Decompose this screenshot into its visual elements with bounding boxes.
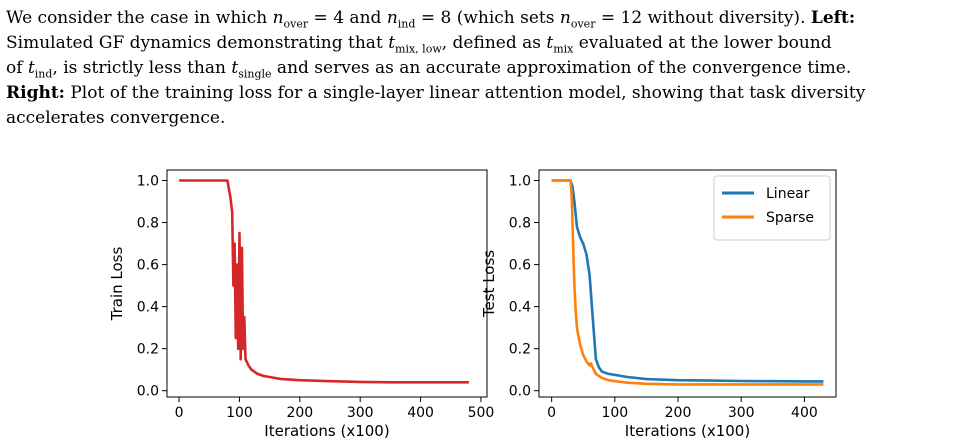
caption-math-sub: ind — [397, 17, 416, 31]
caption-text: We consider the case in which — [6, 8, 273, 28]
x-tick-label: 100 — [601, 405, 628, 421]
x-tick-label: 300 — [347, 405, 374, 421]
caption-line-2: Simulated GF dynamics demonstrating that… — [6, 31, 946, 56]
y-tick-label: 0.0 — [509, 384, 531, 400]
y-tick-label: 0.2 — [509, 342, 531, 358]
axes-frame — [538, 169, 837, 398]
figure-caption: We consider the case in which nover = 4 … — [6, 6, 946, 131]
y-tick-label: 0.0 — [137, 384, 159, 400]
chart-test-loss: 0 100 200 300 400 0.0 0.2 0.4 0.6 0.8 1.0 Iteration… — [480, 169, 837, 440]
caption-text: evaluated at the lower bound — [573, 33, 832, 53]
caption-right-label: Right: — [6, 83, 65, 103]
caption-math: n — [272, 8, 284, 28]
caption-text: , defined as — [441, 33, 547, 53]
caption-text: Simulated GF dynamics demonstrating that — [6, 33, 389, 53]
caption-text: = 4 and — [308, 8, 387, 28]
series-line-sparse — [551, 179, 824, 386]
caption-text: and serves as an accurate approximation … — [271, 58, 852, 78]
caption-math: t — [388, 33, 396, 53]
caption-text: of — [6, 58, 28, 78]
x-tick-label: 200 — [665, 405, 692, 421]
caption-math: t — [231, 58, 239, 78]
legend-label-sparse: Sparse — [766, 210, 814, 226]
caption-math-sub: ind — [34, 67, 53, 81]
caption-left-label: Left: — [810, 8, 856, 28]
x-tick-label: 0 — [547, 405, 556, 421]
caption-text: Plot of the training loss for a single-l… — [64, 83, 866, 103]
x-tick-label: 400 — [791, 405, 818, 421]
caption-math-sub: over — [283, 17, 309, 31]
x-tick-label: 100 — [226, 405, 253, 421]
x-tick-label: 500 — [468, 405, 495, 421]
caption-math-sub: mix — [553, 42, 574, 56]
y-axis-label: Train Loss — [108, 246, 126, 321]
x-tick-label: 400 — [407, 405, 434, 421]
caption-math: t — [546, 33, 554, 53]
series-line-0 — [179, 179, 469, 384]
caption-text: = 12 without diversity). — [595, 8, 806, 28]
y-tick-label: 0.8 — [137, 216, 159, 232]
x-tick-label: 0 — [175, 405, 184, 421]
y-tick-label: 1.0 — [137, 174, 159, 190]
legend: Linear Sparse — [713, 175, 831, 241]
y-tick-label: 1.0 — [509, 174, 531, 190]
x-tick-label: 200 — [286, 405, 313, 421]
caption-text: = 8 (which sets — [415, 8, 560, 28]
caption-math: t — [27, 58, 35, 78]
x-tick-label: 300 — [728, 405, 755, 421]
y-tick-label: 0.4 — [509, 300, 531, 316]
y-tick-label: 0.4 — [137, 300, 159, 316]
caption-math-sub: mix, low — [395, 42, 442, 56]
y-tick-label: 0.8 — [509, 216, 531, 232]
caption-math: n — [559, 8, 571, 28]
axes-frame — [166, 169, 488, 398]
y-axis-label: Test Loss — [480, 250, 498, 318]
caption-text: accelerates convergence. — [6, 108, 226, 128]
y-tick-label: 0.2 — [137, 342, 159, 358]
y-tick-label: 0.6 — [509, 258, 531, 274]
x-axis-label: Iterations (x100) — [264, 422, 389, 440]
caption-math: n — [386, 8, 398, 28]
caption-math-sub: over — [570, 17, 596, 31]
caption-line-1: We consider the case in which nover = 4 … — [6, 6, 946, 31]
series-line-linear — [551, 179, 824, 383]
caption-line-3: of tind, is strictly less than tsingle a… — [6, 56, 946, 81]
chart-train-loss: 0 100 200 300 400 500 0.0 0.2 0.4 0.6 0.8 1.0 Iterat… — [108, 169, 495, 440]
legend-label-linear: Linear — [766, 186, 810, 202]
caption-math-sub: single — [238, 67, 272, 81]
caption-line-5: accelerates convergence. — [6, 106, 946, 131]
caption-line-4: Right: Plot of the training loss for a s… — [6, 81, 946, 106]
x-axis-label: Iterations (x100) — [625, 422, 750, 440]
y-tick-label: 0.6 — [137, 258, 159, 274]
caption-text: , is strictly less than — [52, 58, 232, 78]
